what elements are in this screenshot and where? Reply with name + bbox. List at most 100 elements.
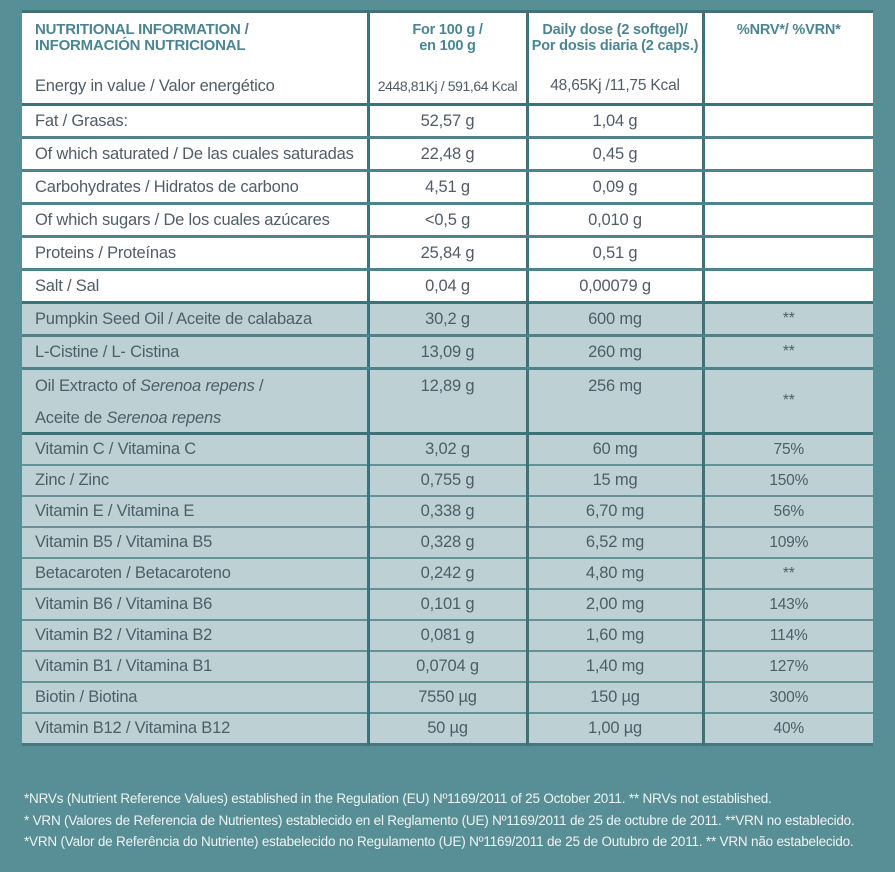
nutrient-label: Vitamin B1 / Vitamina B1: [22, 651, 368, 683]
daily-dose-value: 2,00 mg: [525, 589, 703, 621]
header-col-daily: Daily dose (2 softgel)/ Por dosis diaria…: [525, 11, 703, 69]
nutrient-label: Vitamin B5 / Vitamina B5: [22, 527, 368, 559]
per-100g-value: <0,5 g: [366, 203, 527, 238]
nrv-percent-value: 40%: [701, 713, 873, 745]
per-100g-value: 3,02 g: [366, 433, 527, 466]
nrv-percent-value: [701, 203, 873, 238]
per-100g-value: 0,755 g: [366, 465, 527, 497]
table-row: Pumpkin Seed Oil / Aceite de calabaza 30…: [22, 302, 873, 337]
nrv-percent-value: **: [701, 335, 873, 370]
daily-dose-value: 0,00079 g: [525, 269, 703, 304]
header-nrv-label: %NRV*/ %VRN*: [736, 22, 841, 38]
footnote-es: * VRN (Valores de Referencia de Nutrient…: [24, 812, 855, 828]
daily-dose-value: 6,70 mg: [525, 496, 703, 528]
per-100g-value: 0,101 g: [366, 589, 527, 621]
table-row: Vitamin B5 / Vitamina B5 0,328 g 6,52 mg…: [22, 527, 873, 559]
per-100g-value: 50 µg: [366, 713, 527, 745]
daily-dose-value: 600 mg: [525, 302, 703, 337]
per-100g-value: 30,2 g: [366, 302, 527, 337]
daily-dose-value: 1,60 mg: [525, 620, 703, 652]
nutrient-label: Fat / Grasas:: [22, 104, 368, 139]
nrv-percent-value: 300%: [701, 682, 873, 714]
nrv-percent-value: 114%: [701, 620, 873, 652]
nrv-percent-value: [701, 236, 873, 271]
table-row: Vitamin E / Vitamina E 0,338 g 6,70 mg 5…: [22, 496, 873, 528]
nutrient-label: Of which sugars / De los cuales azúcares: [22, 203, 368, 238]
daily-dose-value: 260 mg: [525, 335, 703, 370]
nutrient-label: Vitamin B12 / Vitamina B12: [22, 713, 368, 745]
per-100g-value: 0,338 g: [366, 496, 527, 528]
table-row: Oil Extracto of Serenoa repens / Aceite d…: [22, 368, 873, 435]
table-row: Biotin / Biotina 7550 µg 150 µg 300%: [22, 682, 873, 714]
per-100g-value: 12,89 g: [366, 368, 527, 435]
nrv-percent-value: 127%: [701, 651, 873, 683]
per-100g-value: 7550 µg: [366, 682, 527, 714]
nutrient-label: Energy in value / Valor energético: [22, 69, 368, 106]
daily-dose-value: 0,51 g: [525, 236, 703, 271]
per-100g-value: 22,48 g: [366, 137, 527, 172]
nrv-percent-value: [701, 104, 873, 139]
nrv-percent-value: [701, 269, 873, 304]
nutrient-label: Vitamin E / Vitamina E: [22, 496, 368, 528]
table-row: Salt / Sal 0,04 g 0,00079 g: [22, 269, 873, 304]
table-row: Betacaroten / Betacaroteno 0,242 g 4,80 …: [22, 558, 873, 590]
footnote-en: *NRVs (Nutrient Reference Values) establ…: [24, 791, 772, 806]
nrv-percent-value: 150%: [701, 465, 873, 497]
nutrient-label: Of which saturated / De las cuales satur…: [22, 137, 368, 172]
nrv-percent-value: 56%: [701, 496, 873, 528]
daily-dose-value: 1,40 mg: [525, 651, 703, 683]
per-100g-value: 13,09 g: [366, 335, 527, 370]
nutrient-label: Oil Extracto of Serenoa repens / Aceite d…: [22, 368, 368, 435]
header-col-nutrition: NUTRITIONAL INFORMATION / INFORMACIÓN NU…: [22, 11, 368, 69]
nutrient-label: Biotin / Biotina: [22, 682, 368, 714]
nrv-percent-value: 143%: [701, 589, 873, 621]
daily-dose-value: 0,09 g: [525, 170, 703, 205]
table-row: Of which sugars / De los cuales azúcares…: [22, 203, 873, 238]
table-row: Vitamin B1 / Vitamina B1 0,0704 g 1,40 m…: [22, 651, 873, 683]
nrv-percent-value: 109%: [701, 527, 873, 559]
nrv-percent-value: **: [701, 368, 873, 435]
per-100g-value: 4,51 g: [366, 170, 527, 205]
table-row: Fat / Grasas: 52,57 g 1,04 g: [22, 104, 873, 139]
nrv-percent-value: [701, 137, 873, 172]
per-100g-value: 0,0704 g: [366, 651, 527, 683]
header-per100-line2: en 100 g: [419, 38, 476, 54]
footnotes: *NRVs (Nutrient Reference Values) establ…: [24, 788, 855, 853]
table-row: Energy in value / Valor energético 2448,…: [22, 69, 873, 106]
daily-dose-value: 60 mg: [525, 433, 703, 466]
table-row: Of which saturated / De las cuales satur…: [22, 137, 873, 172]
daily-dose-value: 150 µg: [525, 682, 703, 714]
nutrient-label: Carbohydrates / Hidratos de carbono: [22, 170, 368, 205]
per-100g-value: 0,242 g: [366, 558, 527, 590]
nutrient-label: Pumpkin Seed Oil / Aceite de calabaza: [22, 302, 368, 337]
table-row: Vitamin C / Vitamina C 3,02 g 60 mg 75%: [22, 433, 873, 466]
daily-dose-value: 15 mg: [525, 465, 703, 497]
header-row: NUTRITIONAL INFORMATION / INFORMACIÓN NU…: [22, 11, 873, 69]
daily-dose-value: 4,80 mg: [525, 558, 703, 590]
nutrient-label: Zinc / Zinc: [22, 465, 368, 497]
nutrition-table: NUTRITIONAL INFORMATION / INFORMACIÓN NU…: [22, 10, 873, 746]
nrv-percent-value: **: [701, 558, 873, 590]
per-100g-value: 52,57 g: [366, 104, 527, 139]
per-100g-value: 0,081 g: [366, 620, 527, 652]
nutrient-label: Proteins / Proteínas: [22, 236, 368, 271]
nrv-percent-value: 75%: [701, 433, 873, 466]
header-daily-line2: Por dosis diaria (2 caps.): [531, 38, 699, 54]
header-per100-line1: For 100 g /: [412, 22, 483, 38]
table-row: Zinc / Zinc 0,755 g 15 mg 150%: [22, 465, 873, 497]
header-col-per100: For 100 g / en 100 g: [366, 11, 527, 69]
nrv-percent-value: [701, 69, 873, 106]
nutrient-label: Vitamin C / Vitamina C: [22, 433, 368, 466]
footnote-pt: *VRN (Valor de Referência do Nutriente) …: [24, 834, 854, 849]
nrv-percent-value: **: [701, 302, 873, 337]
daily-dose-value: 1,04 g: [525, 104, 703, 139]
table-row: L-Cistine / L- Cistina 13,09 g 260 mg **: [22, 335, 873, 370]
daily-dose-value: 256 mg: [525, 368, 703, 435]
per-100g-value: 0,328 g: [366, 527, 527, 559]
daily-dose-value: 0,010 g: [525, 203, 703, 238]
daily-dose-value: 0,45 g: [525, 137, 703, 172]
daily-dose-value: 48,65Kj /11,75 Kcal: [525, 69, 703, 106]
header-col-nrv: %NRV*/ %VRN*: [701, 11, 873, 69]
per-100g-value: 2448,81Kj / 591,64 Kcal: [366, 69, 527, 106]
